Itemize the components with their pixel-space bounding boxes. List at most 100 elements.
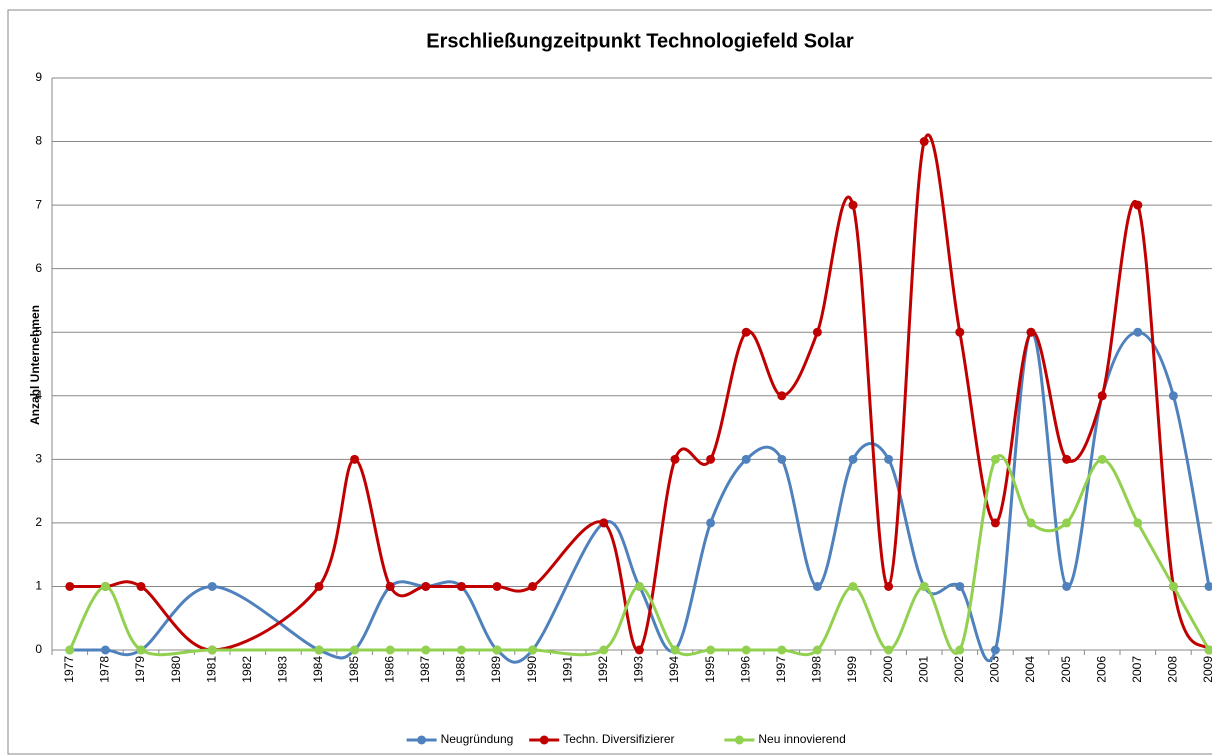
x-tick-label: 1999 [845, 656, 859, 683]
point [456, 645, 466, 655]
point [207, 581, 217, 591]
point [65, 581, 75, 591]
point [919, 581, 929, 591]
point [706, 645, 716, 655]
point [1062, 581, 1072, 591]
point [812, 645, 822, 655]
point [884, 581, 894, 591]
point [848, 200, 858, 210]
x-tick-label: 1981 [204, 656, 218, 683]
x-tick-label: 1989 [489, 656, 503, 683]
point [990, 518, 1000, 528]
point [100, 581, 110, 591]
point [1133, 200, 1143, 210]
point [528, 581, 538, 591]
point [1204, 645, 1212, 655]
x-tick-label: 2004 [1023, 656, 1037, 683]
point [314, 581, 324, 591]
point [955, 581, 965, 591]
x-tick-label: 2006 [1094, 656, 1108, 683]
point [1168, 391, 1178, 401]
point [421, 645, 431, 655]
y-tick-label: 0 [35, 642, 42, 656]
point [599, 645, 609, 655]
point [385, 581, 395, 591]
point [100, 645, 110, 655]
point [919, 137, 929, 147]
point [1133, 327, 1143, 337]
point [314, 645, 324, 655]
point [884, 645, 894, 655]
legend-marker [417, 735, 427, 745]
x-tick-label: 1992 [596, 656, 610, 683]
y-tick-label: 1 [35, 579, 42, 593]
point [1204, 581, 1212, 591]
point [812, 581, 822, 591]
x-tick-label: 2007 [1130, 656, 1144, 683]
x-tick-label: 2000 [881, 656, 895, 683]
x-tick-label: 1996 [738, 656, 752, 683]
x-tick-label: 1979 [133, 656, 147, 683]
legend-marker [539, 735, 549, 745]
point [1097, 454, 1107, 464]
x-tick-label: 1994 [667, 656, 681, 683]
point [1097, 391, 1107, 401]
series-line [68, 454, 1211, 657]
point [599, 518, 609, 528]
point [1133, 518, 1143, 528]
point [706, 518, 716, 528]
point [634, 581, 644, 591]
x-tick-label: 1993 [632, 656, 646, 683]
point [777, 454, 787, 464]
point [955, 327, 965, 337]
point [1026, 327, 1036, 337]
point [848, 581, 858, 591]
legend-label: Neu innovierend [758, 732, 845, 746]
x-tick-label: 1985 [347, 656, 361, 683]
y-tick-label: 8 [35, 134, 42, 148]
point [350, 645, 360, 655]
point [990, 645, 1000, 655]
point [65, 645, 75, 655]
point [207, 645, 217, 655]
y-tick-label: 9 [35, 70, 42, 84]
point [528, 645, 538, 655]
x-tick-label: 2009 [1201, 656, 1212, 683]
y-tick-label: 2 [35, 515, 42, 529]
x-tick-label: 2001 [916, 656, 930, 683]
x-tick-label: 1983 [276, 656, 290, 683]
point [812, 327, 822, 337]
x-tick-label: 1980 [169, 656, 183, 683]
point [492, 581, 502, 591]
point [456, 581, 466, 591]
point [1062, 518, 1072, 528]
y-axis-label: Anzahl Unternehmen [28, 305, 42, 425]
x-tick-label: 1978 [98, 656, 112, 683]
point [385, 645, 395, 655]
point [777, 645, 787, 655]
point [350, 454, 360, 464]
x-tick-label: 1990 [525, 656, 539, 683]
x-tick-label: 1998 [810, 656, 824, 683]
y-tick-label: 5 [35, 324, 42, 338]
point [741, 327, 751, 337]
point [955, 645, 965, 655]
series-line [69, 330, 1211, 664]
point [634, 645, 644, 655]
point [884, 454, 894, 464]
y-tick-label: 6 [35, 261, 42, 275]
x-tick-label: 1977 [62, 656, 76, 683]
x-tick-label: 2005 [1059, 656, 1073, 683]
point [1026, 518, 1036, 528]
point [1168, 581, 1178, 591]
x-tick-label: 1995 [703, 656, 717, 683]
y-tick-label: 7 [35, 197, 42, 211]
x-tick-label: 1991 [560, 656, 574, 683]
point [136, 645, 146, 655]
x-tick-label: 2003 [988, 656, 1002, 683]
point [670, 454, 680, 464]
x-tick-label: 1986 [382, 656, 396, 683]
chart-border [7, 9, 1212, 755]
legend-marker [734, 735, 744, 745]
